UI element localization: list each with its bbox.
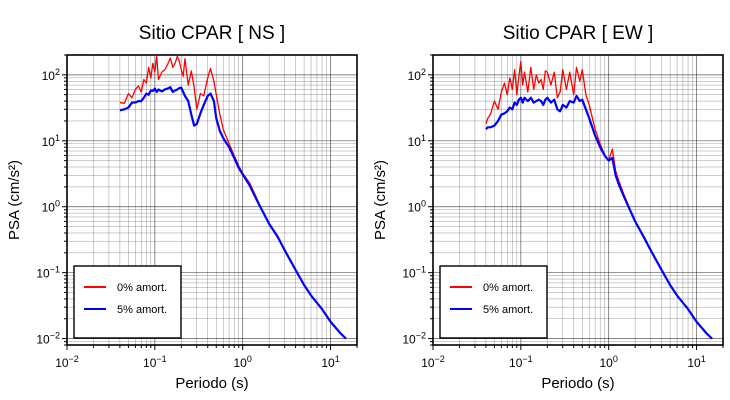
x-tick-label: 100: [600, 354, 618, 370]
y-axis-label: PSA (cm/s²): [6, 160, 23, 240]
x-tick-label: 101: [321, 354, 339, 370]
legend-label: 5% amort.: [117, 304, 167, 316]
y-tick-label: 101: [42, 133, 60, 149]
x-tick-label: 10−1: [509, 354, 533, 370]
y-tick-label: 10−1: [402, 265, 426, 281]
legend-label: 0% amort.: [117, 282, 167, 294]
legend-box: [439, 265, 548, 339]
x-axis-label: Periodo (s): [175, 375, 248, 392]
legend: 0% amort. 5% amort.: [73, 265, 182, 339]
legend-box: [73, 265, 182, 339]
y-tick-label: 102: [408, 67, 426, 83]
panel-1: Sitio CPAR [ NS ] 10−2 10−1 100 101 10−2 10−1 1…: [6, 23, 358, 392]
axis-ticks: [428, 54, 724, 350]
y-axis-label: PSA (cm/s²): [372, 160, 389, 240]
x-tick-label: 101: [687, 354, 705, 370]
y-tick-label: 102: [42, 67, 60, 83]
chart-title: Sitio CPAR [ NS ]: [139, 23, 285, 44]
plot-frame: [432, 54, 724, 346]
legend-label: 5% amort.: [483, 304, 533, 316]
y-tick-label: 101: [408, 133, 426, 149]
legend: 0% amort. 5% amort.: [439, 265, 548, 339]
legend-label: 0% amort.: [483, 282, 533, 294]
plot-frame: [66, 54, 358, 346]
chart-title: Sitio CPAR [ EW ]: [503, 23, 654, 44]
y-tick-label: 100: [408, 199, 426, 215]
x-tick-label: 10−1: [143, 354, 167, 370]
y-tick-label: 10−2: [36, 331, 60, 347]
x-tick-label: 100: [234, 354, 252, 370]
x-axis-label: Periodo (s): [541, 375, 614, 392]
series-line-damped: [119, 86, 347, 340]
y-tick-label: 10−1: [36, 265, 60, 281]
x-tick-label: 10−2: [55, 354, 79, 370]
panel-2: Sitio CPAR [ EW ] 10−2 10−1 100 101 10−2 10−1 1…: [372, 23, 724, 392]
y-tick-label: 100: [42, 199, 60, 215]
x-tick-label: 10−2: [421, 354, 445, 370]
series-line-damped: [485, 94, 713, 340]
axis-ticks: [62, 54, 358, 350]
y-tick-label: 10−2: [402, 331, 426, 347]
